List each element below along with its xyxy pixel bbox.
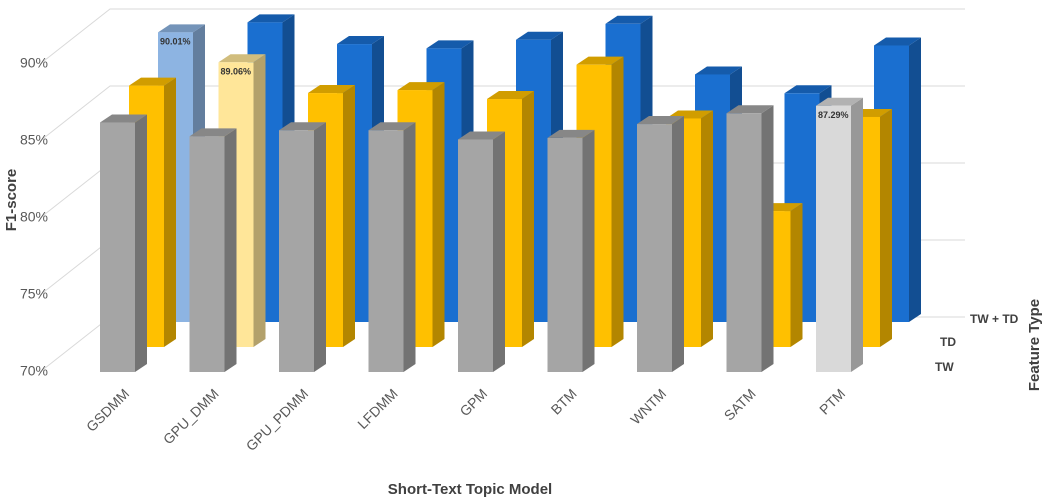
bar-side	[701, 110, 713, 347]
bar	[547, 137, 583, 372]
x-tick-label: GPU_PDMM	[243, 385, 312, 454]
bar-side	[582, 129, 595, 372]
bar	[100, 122, 135, 373]
bar-side	[253, 54, 266, 348]
legend-label: TW + TD	[970, 312, 1019, 326]
bar-top	[576, 56, 624, 65]
bar-side	[761, 105, 774, 372]
y-tick-label: 70%	[20, 363, 48, 379]
value-label: 87.29%	[818, 110, 849, 120]
bar	[279, 130, 314, 372]
y-tick-label: 75%	[20, 286, 48, 302]
bar-side	[314, 122, 326, 372]
x-tick-label: WNTM	[627, 385, 669, 427]
bar-top	[426, 40, 474, 49]
bar	[368, 130, 404, 372]
bar-side	[672, 116, 684, 372]
bar-top	[695, 66, 742, 75]
bar	[816, 105, 851, 372]
x-tick-label: GPM	[456, 385, 490, 419]
x-tick-label: GSDMM	[83, 385, 132, 434]
x-axis-title: Short-Text Topic Model	[388, 481, 552, 498]
bar-top	[158, 24, 205, 33]
bar-top	[100, 114, 147, 123]
bar-top	[337, 36, 384, 45]
bar-top	[784, 85, 832, 94]
bar-side	[403, 122, 416, 372]
value-label: 89.06%	[221, 67, 252, 77]
bar-top	[368, 122, 416, 131]
bar-top	[397, 82, 445, 91]
bar-top	[308, 85, 355, 94]
bar-side	[522, 91, 534, 347]
bar-side	[611, 56, 624, 347]
grid-line	[39, 85, 965, 142]
bar-side	[224, 128, 237, 372]
legend-label: TW	[935, 360, 954, 374]
bar-top	[218, 54, 266, 63]
bar-top	[516, 31, 563, 40]
bar	[726, 113, 762, 372]
y-tick-label: 80%	[20, 209, 48, 225]
bar	[637, 124, 672, 372]
x-tick-label: SATM	[721, 385, 759, 423]
bar-top	[816, 97, 863, 106]
bar-top	[547, 129, 595, 138]
bar	[189, 136, 225, 372]
bar-top	[129, 77, 176, 86]
bar-side	[493, 131, 505, 372]
bar-top	[458, 131, 505, 140]
y-tick-label: 90%	[20, 55, 48, 71]
x-tick-label: PTM	[816, 385, 848, 417]
bar-side	[164, 77, 176, 348]
bar-top	[726, 105, 774, 114]
y-tick-label: 85%	[20, 132, 48, 148]
value-label: 90.01%	[160, 37, 191, 47]
grid-line	[39, 8, 965, 65]
bar-top	[487, 91, 534, 100]
legend-label: TD	[940, 335, 956, 349]
bar-top	[247, 14, 295, 23]
bar-top	[189, 128, 237, 137]
depth-axis-title: Feature Type	[1026, 299, 1043, 391]
x-tick-label: GPU_DMM	[160, 385, 222, 447]
bar-side	[880, 108, 892, 347]
bar	[458, 139, 493, 372]
x-tick-label: BTM	[548, 385, 580, 417]
bar-side	[343, 85, 355, 347]
x-tick-label: LFDMM	[354, 385, 401, 432]
bar-side	[790, 203, 803, 347]
bar-top	[605, 15, 653, 24]
bar-side	[432, 82, 445, 347]
bar-top	[279, 122, 326, 131]
bar-top	[874, 37, 921, 46]
y-axis-title: F1-score	[3, 169, 20, 232]
bar-side	[135, 114, 147, 373]
bar-side	[909, 37, 921, 323]
bar-side	[851, 97, 863, 372]
bar-top	[637, 116, 684, 125]
